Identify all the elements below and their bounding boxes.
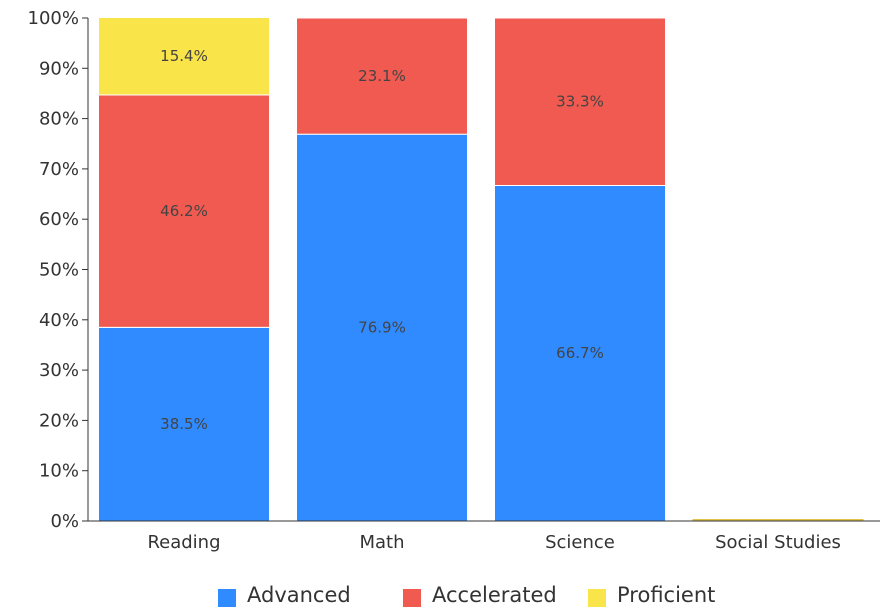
legend-label: Proficient <box>617 583 715 607</box>
y-tick-label: 20% <box>39 410 79 431</box>
y-tick-label: 70% <box>39 159 79 180</box>
legend-swatch-accelerated <box>403 589 421 607</box>
y-tick-label: 90% <box>39 58 79 79</box>
y-tick-label: 100% <box>28 8 79 29</box>
data-label: 23.1% <box>358 67 406 85</box>
legend: Advanced Accelerated Proficient <box>218 583 715 607</box>
y-tick-label: 50% <box>39 260 79 281</box>
legend-label: Advanced <box>247 583 351 607</box>
y-tick-label: 60% <box>39 209 79 230</box>
x-tick-label: Reading <box>147 532 220 553</box>
bar-segment-accelerated <box>98 94 270 328</box>
bar-segment-proficient <box>98 16 270 96</box>
y-tick-label: 10% <box>39 461 79 482</box>
bars: 38.5% 46.2% 15.4% 76.9% 23.1% 66.7% 33.3% <box>98 16 864 522</box>
x-tick-label: Science <box>545 532 615 553</box>
legend-label: Accelerated <box>432 583 557 607</box>
x-tick-label: Math <box>359 532 404 553</box>
data-label: 46.2% <box>160 202 208 220</box>
legend-swatch-proficient <box>588 589 606 607</box>
bar-segment-advanced <box>98 326 270 522</box>
data-label: 38.5% <box>160 415 208 433</box>
y-tick-label: 80% <box>39 109 79 130</box>
legend-swatch-advanced <box>218 589 236 607</box>
y-tick-label: 40% <box>39 310 79 331</box>
data-label: 66.7% <box>556 344 604 362</box>
x-axis: Reading Math Science Social Studies <box>88 520 880 553</box>
data-label: 15.4% <box>160 47 208 65</box>
data-label: 33.3% <box>556 93 604 111</box>
data-label: 76.9% <box>358 319 406 337</box>
y-axis: 0% 10% 20% 30% 40% 50% 60% 70% 80% 90% 100% <box>28 8 89 532</box>
bar-segment-accelerated <box>296 17 468 135</box>
x-tick-label: Social Studies <box>715 532 841 553</box>
y-tick-label: 0% <box>50 511 79 532</box>
y-tick-label: 30% <box>39 360 79 381</box>
bar-segment-accelerated <box>494 17 666 186</box>
